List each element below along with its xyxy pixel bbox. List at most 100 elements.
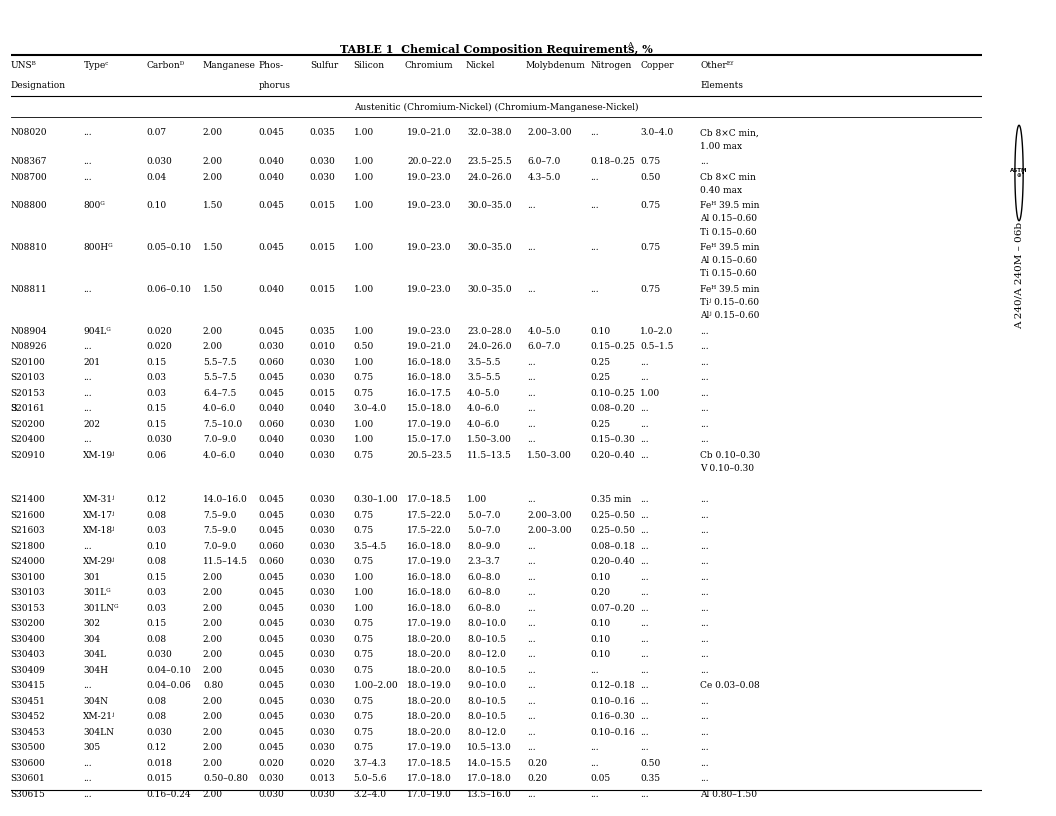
Text: 0.045: 0.045: [259, 619, 284, 628]
Text: 0.015: 0.015: [309, 285, 336, 294]
Text: ...: ...: [527, 728, 536, 737]
Text: ...: ...: [83, 774, 92, 783]
Text: 0.04–0.06: 0.04–0.06: [147, 681, 191, 690]
Text: 0.030: 0.030: [309, 357, 336, 366]
Text: 0.20: 0.20: [527, 759, 547, 768]
Text: 2.00: 2.00: [203, 588, 223, 597]
Text: 0.04: 0.04: [147, 172, 167, 181]
Text: 0.045: 0.045: [259, 526, 284, 535]
Text: 0.030: 0.030: [309, 681, 336, 690]
Text: ...: ...: [527, 557, 536, 566]
Text: 0.040: 0.040: [259, 805, 284, 814]
Text: 16.0–18.0: 16.0–18.0: [407, 542, 452, 551]
Text: 0.045: 0.045: [259, 243, 284, 252]
Text: 301: 301: [83, 573, 100, 582]
Text: ...: ...: [700, 759, 709, 768]
Text: ...: ...: [527, 666, 536, 675]
Text: UNSᴮ: UNSᴮ: [11, 61, 37, 70]
Text: Nickel: Nickel: [466, 61, 494, 70]
Text: 24.0–26.0: 24.0–26.0: [467, 172, 512, 181]
Text: 0.060: 0.060: [259, 557, 284, 566]
Text: 1.50: 1.50: [203, 202, 223, 211]
Text: ...: ...: [700, 419, 709, 428]
Text: 301Lᴳ: 301Lᴳ: [83, 588, 111, 597]
Text: 16.0–18.0: 16.0–18.0: [407, 357, 452, 366]
Text: 2.00: 2.00: [203, 326, 223, 335]
Text: 0.030: 0.030: [309, 450, 336, 459]
Text: 8.0–9.0: 8.0–9.0: [467, 542, 501, 551]
Text: 0.75: 0.75: [354, 511, 374, 520]
Text: 0.08: 0.08: [147, 557, 167, 566]
Text: ...: ...: [83, 805, 92, 814]
Text: 4.3–5.0: 4.3–5.0: [527, 172, 561, 181]
Text: 6.0–7.0: 6.0–7.0: [527, 157, 561, 166]
Text: ...: ...: [700, 157, 709, 166]
Text: 0.045: 0.045: [259, 588, 284, 597]
Text: 15.0–17.0: 15.0–17.0: [407, 435, 452, 444]
Text: 11.5–13.5: 11.5–13.5: [467, 450, 512, 459]
Text: 0.75: 0.75: [354, 697, 374, 706]
Text: 0.25–0.50: 0.25–0.50: [590, 511, 636, 520]
Text: 0.35 min: 0.35 min: [590, 495, 630, 504]
Text: ...: ...: [640, 635, 648, 644]
Text: 0.18–0.25: 0.18–0.25: [590, 157, 636, 166]
Text: 0.045: 0.045: [259, 743, 284, 752]
Text: ...: ...: [527, 604, 536, 613]
Text: 0.030: 0.030: [309, 790, 336, 799]
Text: ...: ...: [83, 285, 92, 294]
Text: 0.14–0.20: 0.14–0.20: [590, 805, 635, 814]
Text: 0.040: 0.040: [309, 404, 336, 413]
Text: ...: ...: [700, 326, 709, 335]
Text: 0.08–0.18: 0.08–0.18: [590, 542, 636, 551]
Text: S30415: S30415: [11, 681, 45, 690]
Text: 8.0–10.5: 8.0–10.5: [467, 712, 506, 721]
Text: S20100: S20100: [11, 357, 45, 366]
Text: Phos-: Phos-: [259, 61, 283, 70]
Text: 0.16–0.30: 0.16–0.30: [590, 712, 635, 721]
Text: 904Lᴳ: 904Lᴳ: [83, 326, 111, 335]
Text: 1.00: 1.00: [354, 243, 374, 252]
Text: 30.0–35.0: 30.0–35.0: [467, 243, 512, 252]
Text: ...: ...: [640, 712, 648, 721]
Text: S24000: S24000: [11, 557, 45, 566]
Text: 0.05–0.10: 0.05–0.10: [147, 243, 191, 252]
Text: 9.0–10.0: 9.0–10.0: [467, 681, 506, 690]
Text: ...: ...: [700, 495, 709, 504]
Text: 0.75: 0.75: [354, 388, 374, 397]
Text: ...: ...: [640, 573, 648, 582]
Text: ...: ...: [700, 542, 709, 551]
Text: 1.0–2.0: 1.0–2.0: [640, 326, 674, 335]
Text: 18.0–20.0: 18.0–20.0: [407, 666, 452, 675]
Text: ...: ...: [527, 743, 536, 752]
Text: Manganese: Manganese: [203, 61, 256, 70]
Text: S20400: S20400: [11, 435, 45, 444]
Text: 19.0–23.0: 19.0–23.0: [407, 202, 452, 211]
Text: 4.0–6.0: 4.0–6.0: [467, 404, 501, 413]
Text: ...: ...: [640, 805, 648, 814]
Text: 0.75: 0.75: [354, 712, 374, 721]
Text: ...: ...: [640, 604, 648, 613]
Text: 2.00: 2.00: [203, 697, 223, 706]
Text: 1.00: 1.00: [354, 573, 374, 582]
Text: 304N: 304N: [83, 697, 109, 706]
Text: 11.5–14.5: 11.5–14.5: [203, 557, 248, 566]
Text: 0.15: 0.15: [147, 573, 167, 582]
Text: 1.00: 1.00: [354, 326, 374, 335]
Text: 0.020: 0.020: [147, 326, 172, 335]
Text: 17.0–19.0: 17.0–19.0: [407, 557, 452, 566]
Text: Copper: Copper: [640, 61, 674, 70]
Text: ...: ...: [527, 573, 536, 582]
Text: ...: ...: [700, 712, 709, 721]
Text: 3.5–5.5: 3.5–5.5: [467, 373, 501, 382]
Text: 5.0–5.6: 5.0–5.6: [354, 774, 386, 783]
Text: 0.10: 0.10: [590, 326, 610, 335]
Text: 305: 305: [83, 743, 100, 752]
Text: 2.00: 2.00: [203, 666, 223, 675]
Text: 0.10–0.25: 0.10–0.25: [590, 388, 636, 397]
Text: ...: ...: [590, 202, 599, 211]
Text: 304: 304: [83, 635, 100, 644]
Text: Silicon: Silicon: [354, 61, 384, 70]
Text: ...: ...: [83, 373, 92, 382]
Text: 0.030: 0.030: [259, 342, 284, 351]
Text: 0.030: 0.030: [309, 511, 336, 520]
